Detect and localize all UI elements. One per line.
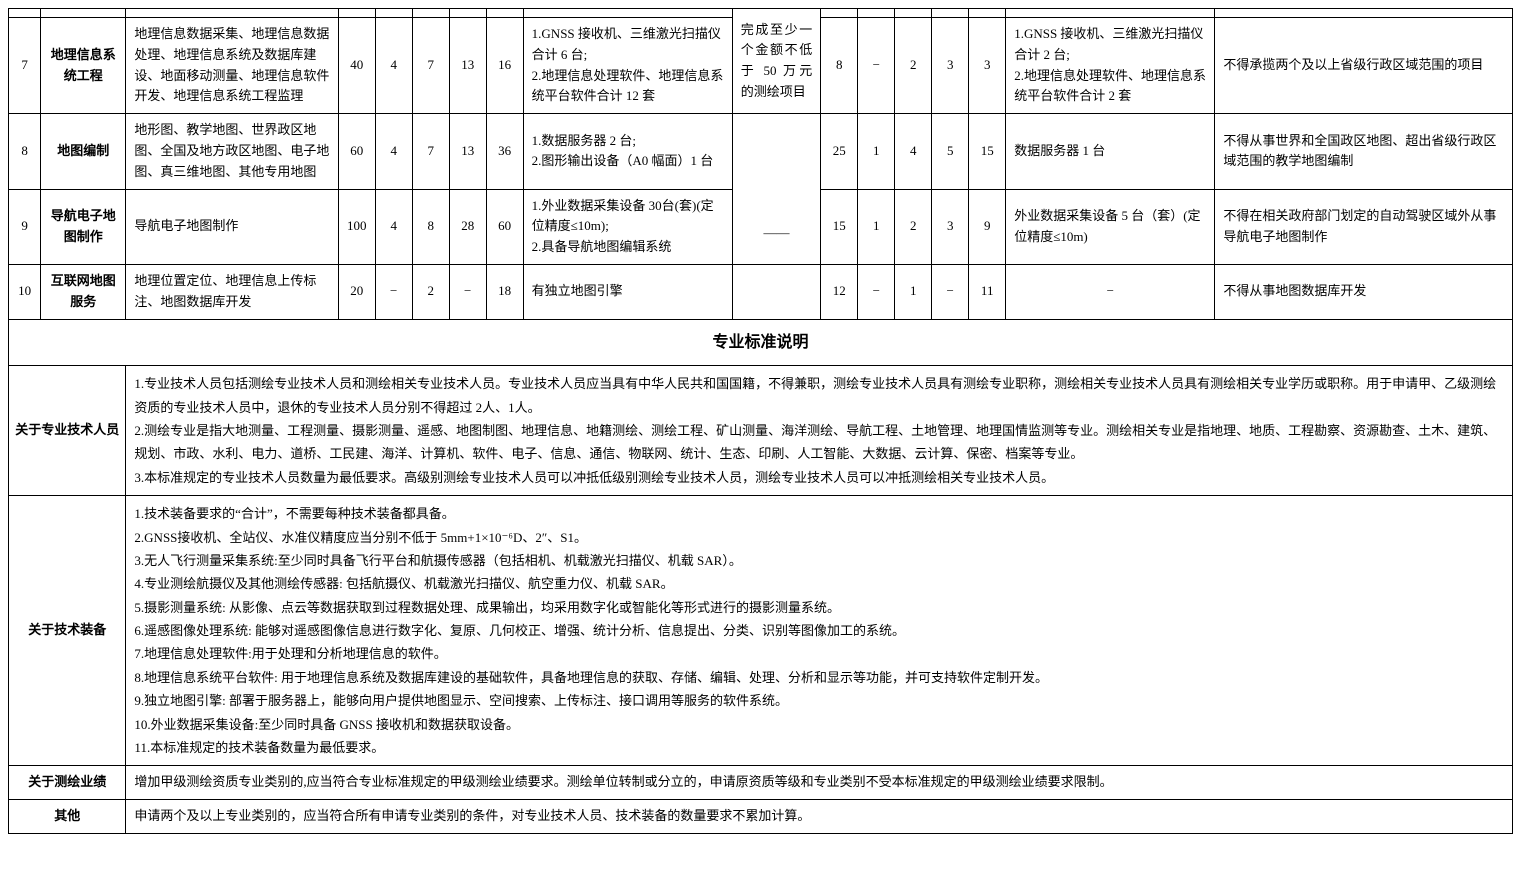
note-label: 关于测绘业绩 bbox=[9, 766, 126, 800]
note-row-equipment: 关于技术装备 1.技术装备要求的“合计”，不需要每种技术装备都具备。 2.GNS… bbox=[9, 496, 1513, 766]
note-row-other: 其他 申请两个及以上专业类别的，应当符合所有申请专业类别的条件，对专业技术人员、… bbox=[9, 800, 1513, 834]
standards-table: 完成至少一个金额不低于 50 万元的测绘项目 7 地理信息系统工程 地理信息数据… bbox=[8, 8, 1513, 834]
note-text: 1.专业技术人员包括测绘专业技术人员和测绘相关专业技术人员。专业技术人员应当具有… bbox=[126, 366, 1513, 496]
section-title: 专业标准说明 bbox=[9, 319, 1513, 366]
note-text: 申请两个及以上专业类别的，应当符合所有申请专业类别的条件，对专业技术人员、技术装… bbox=[126, 800, 1513, 834]
note-text: 增加甲级测绘资质专业类别的,应当符合专业标准规定的甲级测绘业绩要求。测绘单位转制… bbox=[126, 766, 1513, 800]
row-name: 地理信息系统工程 bbox=[41, 18, 126, 114]
section-title-row: 专业标准说明 bbox=[9, 319, 1513, 366]
row-equip1: 1.GNSS 接收机、三维激光扫描仪合计 6 台; 2.地理信息处理软件、地理信… bbox=[523, 18, 732, 114]
note-text: 1.技术装备要求的“合计”，不需要每种技术装备都具备。 2.GNSS接收机、全站… bbox=[126, 496, 1513, 766]
note-label: 关于技术装备 bbox=[9, 496, 126, 766]
row-limit: 不得承揽两个及以上省级行政区域范围的项目 bbox=[1215, 18, 1513, 114]
mid-note-cell: 完成至少一个金额不低于 50 万元的测绘项目 bbox=[732, 9, 820, 114]
row-scope: 地理信息数据采集、地理信息数据处理、地理信息系统及数据库建设、地面移动测量、地理… bbox=[126, 18, 338, 114]
header-fragment: 完成至少一个金额不低于 50 万元的测绘项目 bbox=[9, 9, 1513, 18]
note-label: 关于专业技术人员 bbox=[9, 366, 126, 496]
note-label: 其他 bbox=[9, 800, 126, 834]
row-index: 7 bbox=[9, 18, 41, 114]
note-row-performance: 关于测绘业绩 增加甲级测绘资质专业类别的,应当符合专业标准规定的甲级测绘业绩要求… bbox=[9, 766, 1513, 800]
table-row: 10 互联网地图服务 地理位置定位、地理信息上传标注、地图数据库开发 20 − … bbox=[9, 264, 1513, 319]
note-row-personnel: 关于专业技术人员 1.专业技术人员包括测绘专业技术人员和测绘相关专业技术人员。专… bbox=[9, 366, 1513, 496]
table-row: 8 地图编制 地形图、教学地图、世界政区地图、全国及地方政区地图、电子地图、真三… bbox=[9, 114, 1513, 189]
row-equip2: 1.GNSS 接收机、三维激光扫描仪合计 2 台; 2.地理信息处理软件、地理信… bbox=[1006, 18, 1215, 114]
